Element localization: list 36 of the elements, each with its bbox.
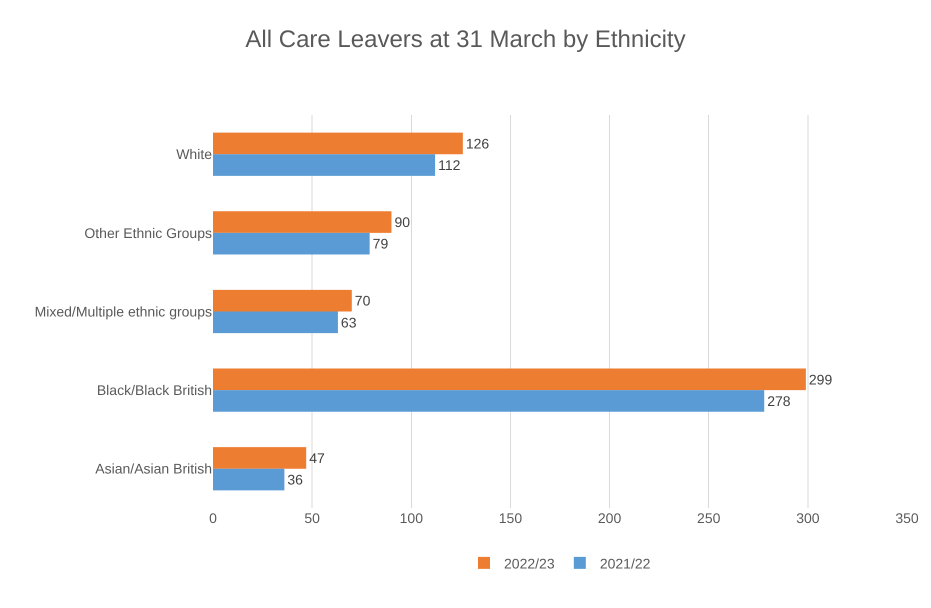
bar (213, 132, 463, 154)
y-tick-label: White (176, 146, 212, 162)
bar (213, 312, 338, 334)
chart-title: All Care Leavers at 31 March by Ethnicity (245, 26, 686, 54)
bar (213, 232, 370, 255)
legend-label: 2022/23 (504, 555, 555, 572)
data-label: 90 (394, 214, 410, 230)
data-label: 126 (466, 135, 490, 152)
x-tick-label: 350 (895, 510, 919, 526)
bar (213, 211, 392, 233)
data-label: 79 (372, 236, 388, 252)
data-label: 36 (287, 472, 304, 488)
bar (213, 468, 284, 490)
x-tick-label: 50 (304, 510, 320, 526)
data-label: 47 (309, 450, 325, 466)
bar (213, 368, 806, 390)
data-label: 63 (340, 314, 357, 330)
data-label: 299 (808, 371, 832, 388)
bar (213, 154, 436, 176)
x-tick-label: 100 (400, 510, 424, 526)
x-tick-label: 0 (209, 510, 218, 526)
x-tick-label: 250 (697, 510, 721, 526)
y-tick-label: Other Ethnic Groups (84, 224, 212, 241)
x-tick-label: 300 (796, 510, 820, 526)
x-tick-label: 200 (598, 510, 622, 526)
y-tick-label: Black/Black British (96, 382, 212, 398)
bar (213, 447, 306, 469)
data-label: 70 (354, 292, 371, 309)
y-tick-label: Mixed/Multiple ethnic groups (34, 303, 212, 320)
data-label: 112 (438, 157, 461, 174)
legend-label: 2021/22 (600, 555, 651, 572)
bar (213, 390, 764, 412)
data-label: 278 (767, 392, 791, 409)
y-tick-label: Asian/Asian British (95, 460, 212, 477)
x-tick-label: 150 (498, 510, 522, 526)
bar (213, 290, 352, 312)
